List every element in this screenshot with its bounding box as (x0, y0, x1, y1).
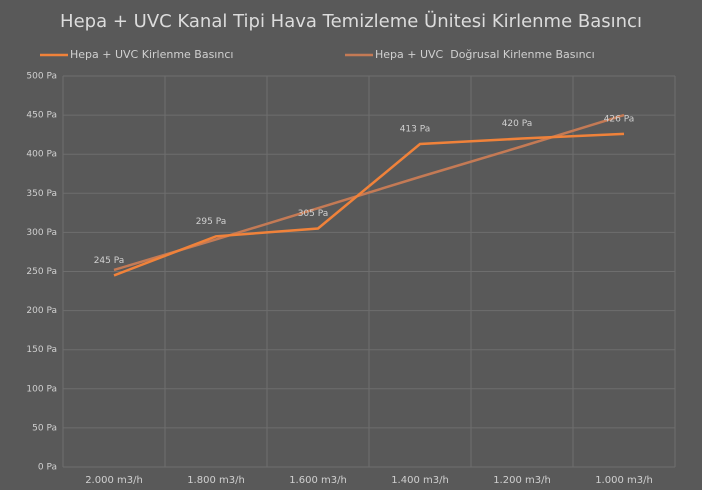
y-tick-label: 350 Pa (26, 189, 57, 199)
y-tick-label: 400 Pa (26, 150, 57, 160)
y-tick-label: 250 Pa (26, 267, 57, 277)
y-tick-label: 200 Pa (26, 306, 57, 316)
data-label: 420 Pa (502, 119, 533, 129)
data-label: 426 Pa (604, 114, 635, 124)
y-tick-label: 500 Pa (26, 72, 57, 82)
data-label: 305 Pa (298, 209, 329, 219)
x-tick-label: 1.800 m3/h (187, 475, 245, 486)
data-label: 245 Pa (94, 256, 125, 266)
x-tick-label: 1.600 m3/h (289, 475, 347, 486)
series-line (113, 113, 625, 272)
y-tick-label: 300 Pa (26, 228, 57, 238)
x-tick-label: 1.200 m3/h (493, 475, 551, 486)
data-label: 413 Pa (400, 125, 431, 135)
legend-label: Hepa + UVC Kirlenme Basıncı (70, 48, 233, 61)
series-line (113, 132, 625, 277)
data-label: 295 Pa (196, 217, 227, 227)
chart-title: Hepa + UVC Kanal Tipi Hava Temizleme Üni… (60, 10, 642, 32)
y-tick-label: 50 Pa (32, 423, 57, 433)
x-tick-label: 1.000 m3/h (595, 475, 653, 486)
x-tick-label: 1.400 m3/h (391, 475, 449, 486)
y-tick-label: 100 Pa (26, 384, 57, 394)
legend-label: Hepa + UVC Doğrusal Kirlenme Basıncı (375, 48, 595, 61)
x-tick-label: 2.000 m3/h (85, 475, 143, 486)
y-tick-label: 150 Pa (26, 345, 57, 355)
y-tick-label: 0 Pa (38, 463, 57, 473)
y-tick-label: 450 Pa (26, 111, 57, 121)
